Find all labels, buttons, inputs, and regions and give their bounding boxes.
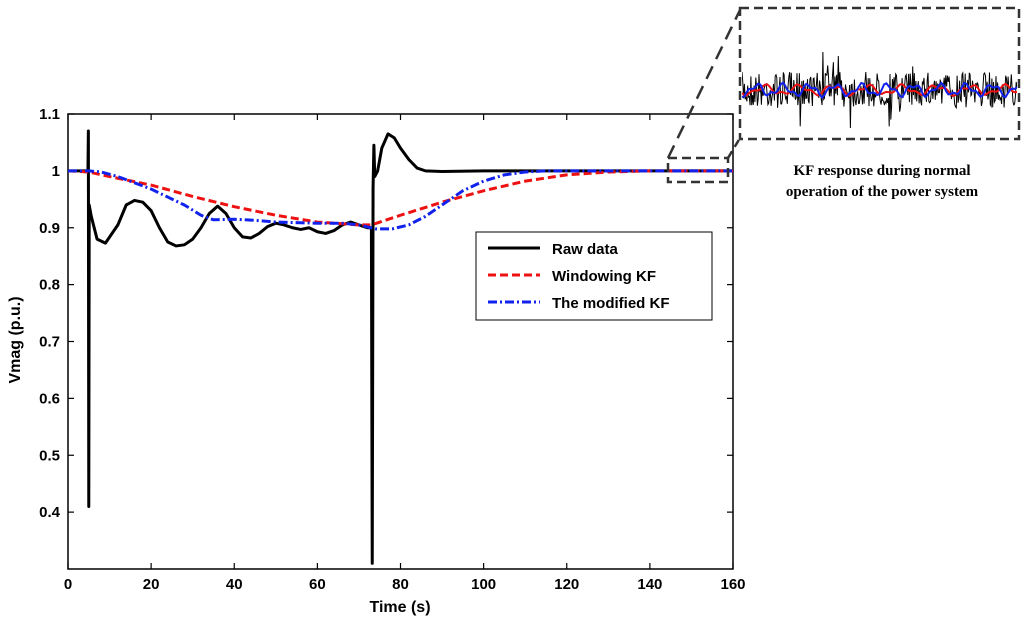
- y-axis-title: Vmag (p.u.): [7, 296, 24, 383]
- zoom-inset-box: [738, 6, 1021, 141]
- legend: Raw data Windowing KF The modified KF: [475, 231, 713, 321]
- x-tick-label: 40: [226, 576, 243, 593]
- legend-label-raw-data: Raw data: [552, 241, 619, 258]
- y-tick-label: 0.8: [39, 277, 60, 294]
- x-tick-label: 100: [471, 576, 496, 593]
- inset-modified-kf-line: [742, 81, 1017, 99]
- y-tick-label: 1.1: [39, 106, 60, 123]
- y-tick-label: 0.4: [39, 504, 61, 521]
- legend-label-modified-kf: The modified KF: [552, 295, 670, 312]
- plot-frame: [67, 113, 734, 570]
- x-tick-label: 120: [554, 576, 579, 593]
- series-line-raw-data: [68, 129, 733, 565]
- annotation-line-1: KF response during normal: [793, 163, 970, 179]
- y-tick-label: 0.5: [39, 447, 60, 464]
- x-axis-title: Time (s): [369, 599, 430, 616]
- series-line-the-modified-kf: [68, 169, 733, 231]
- zoom-connector-lower: [726, 137, 742, 159]
- x-tick-label: 60: [309, 576, 326, 593]
- x-tick-label: 160: [720, 576, 745, 593]
- annotation-line-2: operation of the power system: [786, 184, 979, 200]
- series-layer: [68, 129, 733, 565]
- x-tick-label: 20: [143, 576, 160, 593]
- y-tick-label: 1: [52, 163, 60, 180]
- zoom-region-box: [666, 156, 730, 184]
- x-axis-ticks: 0 20 40 60 80 100 120 140 160: [64, 114, 746, 593]
- x-tick-label: 140: [637, 576, 662, 593]
- y-tick-label: 0.6: [39, 390, 60, 407]
- zoom-connector-upper: [666, 9, 742, 159]
- x-tick-label: 0: [64, 576, 72, 593]
- y-tick-label: 0.7: [39, 334, 60, 351]
- x-tick-label: 80: [392, 576, 409, 593]
- legend-label-windowing-kf: Windowing KF: [552, 268, 656, 285]
- zoom-inset-plot: [742, 51, 1017, 129]
- y-tick-label: 0.9: [39, 220, 60, 237]
